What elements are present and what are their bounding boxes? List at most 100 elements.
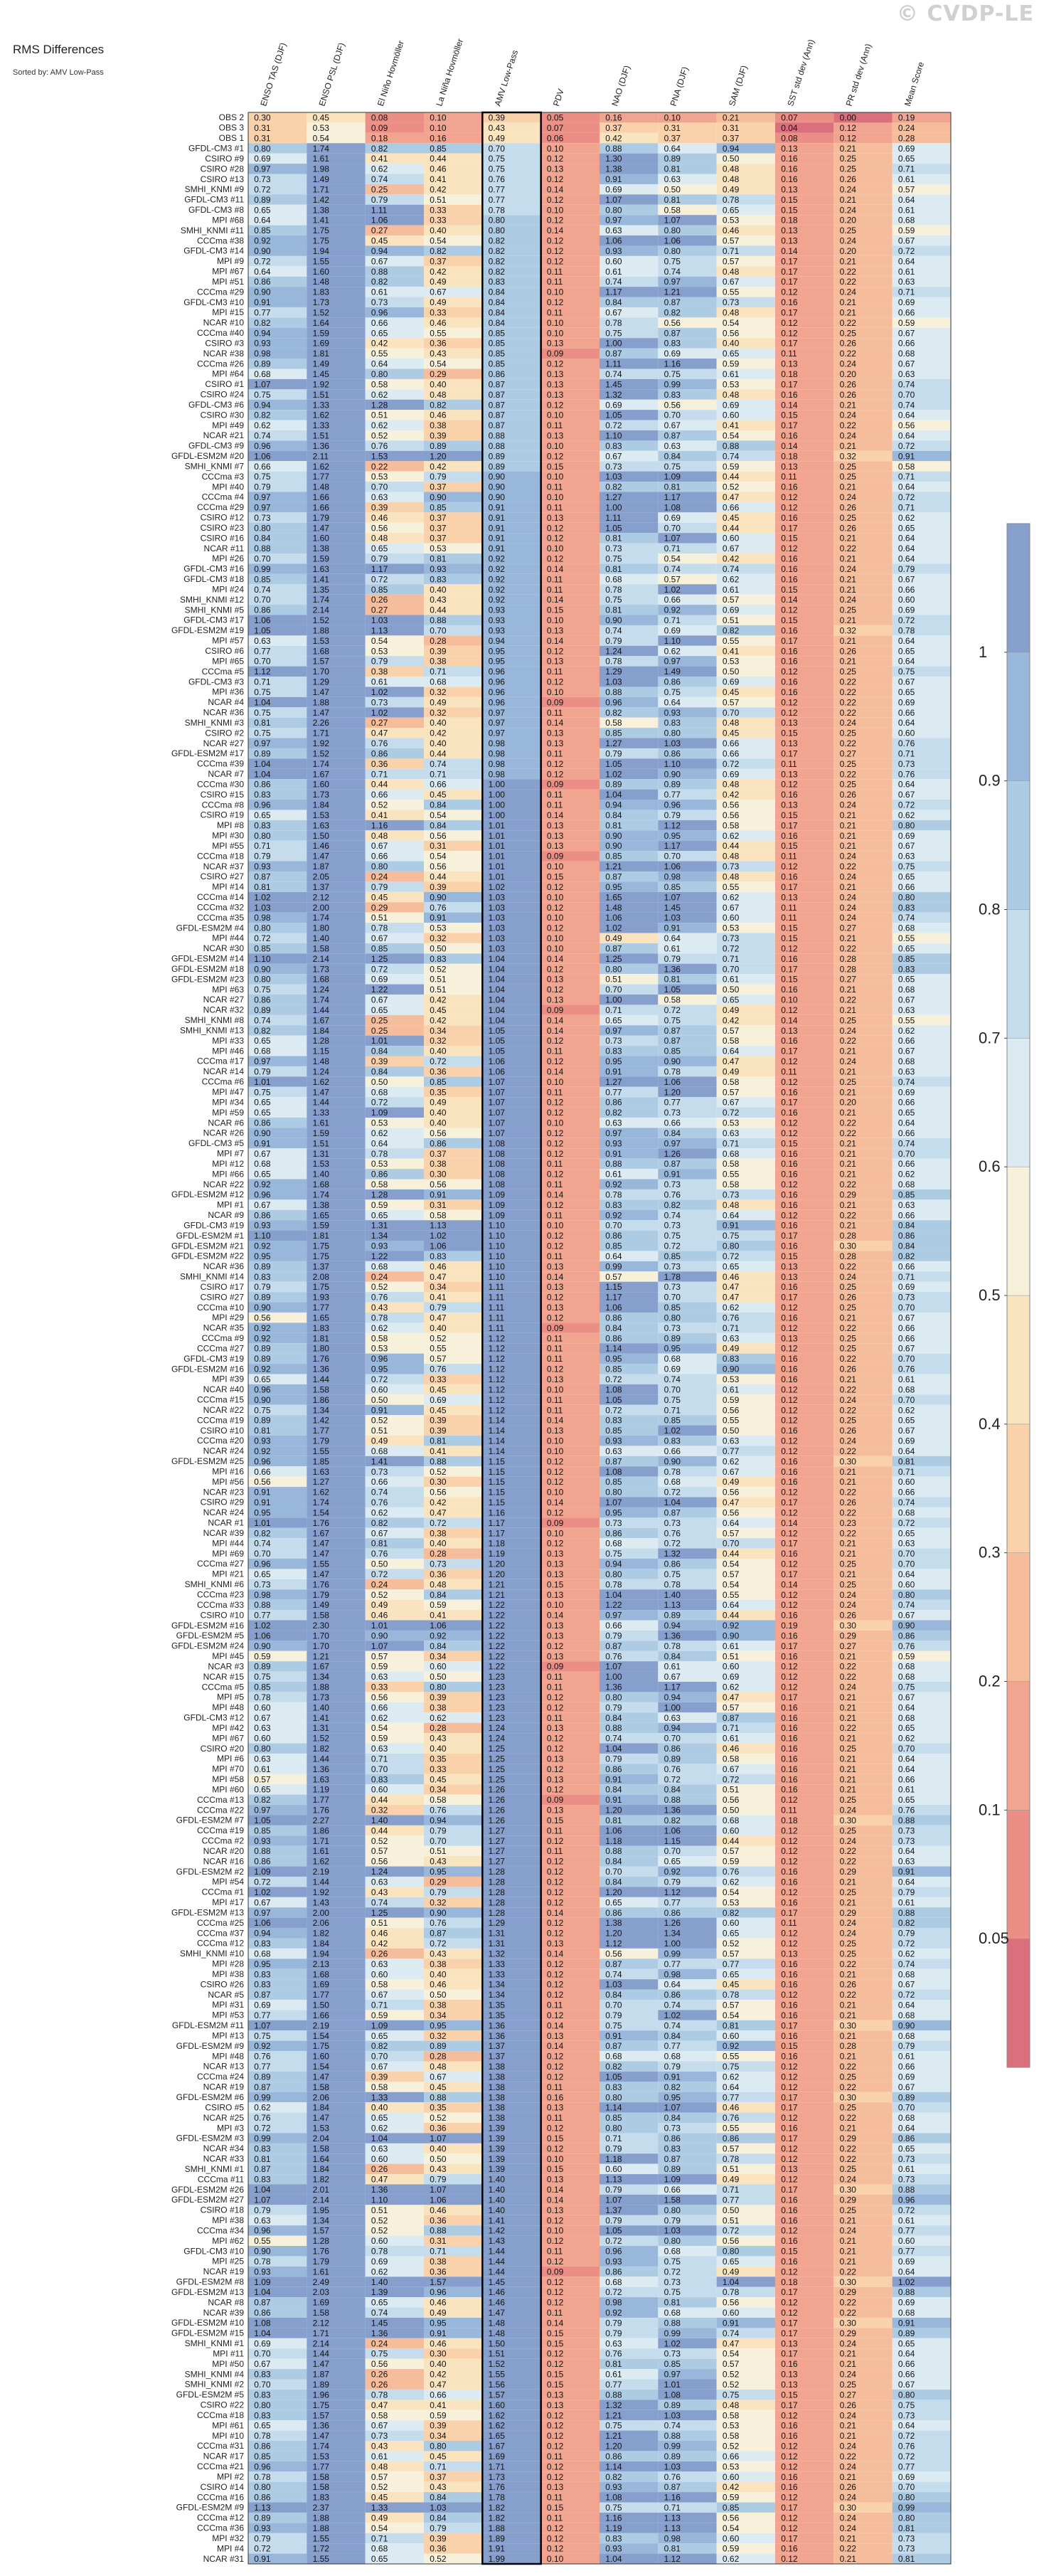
cell-value: 0.92 <box>430 1631 447 1641</box>
cell-value: 0.77 <box>664 1959 681 1969</box>
cell-value: 0.10 <box>547 892 564 902</box>
heatmap-cell <box>424 225 483 236</box>
cell-value: 0.63 <box>898 1857 915 1867</box>
cell-value: 0.97 <box>254 492 271 502</box>
cell-value: 0.12 <box>781 697 798 707</box>
row-label: CSIRO #12 <box>201 513 245 523</box>
row-label: MPI #54 <box>212 1877 244 1887</box>
cell-value: 1.62 <box>313 410 330 420</box>
cell-value: 0.24 <box>840 1929 857 1939</box>
cell-value: 0.86 <box>430 1138 447 1148</box>
cell-value: 0.91 <box>605 1795 622 1805</box>
cell-value: 0.68 <box>664 1354 681 1364</box>
cell-value: 0.85 <box>898 954 915 964</box>
cell-value: 0.87 <box>254 1990 271 2000</box>
cell-value: 0.84 <box>605 1877 622 1887</box>
cell-value: 0.17 <box>781 256 798 266</box>
cell-value: 1.79 <box>313 1590 330 1600</box>
cell-value: 0.50 <box>371 1395 388 1405</box>
cell-value: 0.97 <box>254 738 271 748</box>
cell-value: 0.86 <box>664 677 681 687</box>
row-label: GFDL-CM3 #19 <box>183 1220 244 1230</box>
heatmap-cell <box>365 235 424 246</box>
heatmap-cell <box>540 194 600 205</box>
cell-value: 0.72 <box>898 1990 915 2000</box>
cell-value: 0.12 <box>781 502 798 512</box>
cell-value: 1.07 <box>664 892 681 902</box>
cell-value: 0.09 <box>547 349 564 359</box>
cell-value: 1.80 <box>313 923 330 933</box>
cell-value: 1.12 <box>489 1384 506 1394</box>
cell-value: 0.81 <box>430 1436 447 1446</box>
heatmap-cell <box>424 245 483 256</box>
cell-value: 1.50 <box>313 831 330 841</box>
cell-value: 0.14 <box>547 1611 564 1621</box>
cell-value: 1.36 <box>664 1806 681 1816</box>
row-label: CSIRO #16 <box>201 533 245 543</box>
cell-value: 1.27 <box>605 492 622 502</box>
heatmap-cell <box>775 122 834 133</box>
cell-value: 0.11 <box>781 759 797 769</box>
cell-value: 1.28 <box>313 1036 330 1046</box>
cell-value: 0.25 <box>840 1949 857 1958</box>
cell-value: 1.85 <box>313 1456 330 1466</box>
cell-value: 0.64 <box>664 933 681 943</box>
cell-value: 0.91 <box>898 1867 915 1877</box>
heatmap-cell <box>775 112 834 123</box>
cell-value: 0.57 <box>898 184 915 194</box>
cell-value: 0.49 <box>430 297 447 307</box>
cell-value: 0.71 <box>371 769 388 779</box>
cell-value: 0.80 <box>254 523 271 533</box>
cell-value: 0.12 <box>547 903 564 913</box>
cell-value: 0.96 <box>254 441 271 451</box>
cell-value: 0.10 <box>547 1528 564 1538</box>
row-label: MPI #15 <box>212 307 244 317</box>
cell-value: 0.29 <box>840 1631 857 1641</box>
cell-value: 0.92 <box>254 1323 271 1333</box>
cell-value: 0.89 <box>664 1754 681 1764</box>
cell-value: 0.79 <box>605 2010 622 2020</box>
cell-value: 0.59 <box>371 2010 388 2020</box>
cell-value: 0.09 <box>547 780 564 790</box>
cell-value: 1.47 <box>313 852 330 862</box>
cell-value: 0.56 <box>723 810 740 820</box>
cell-value: 0.78 <box>723 2154 740 2164</box>
cell-value: 1.16 <box>371 820 388 830</box>
cell-value: 0.64 <box>898 431 915 441</box>
cell-value: 0.10 <box>547 2154 564 2164</box>
cell-value: 0.09 <box>547 697 564 707</box>
cell-value: 1.37 <box>489 2041 506 2051</box>
heatmap-cell <box>540 215 600 226</box>
row-label: GFDL-ESM2M #20 <box>171 451 244 461</box>
cell-value: 0.21 <box>840 1170 857 1180</box>
cell-value: 0.46 <box>723 2103 740 2113</box>
cell-value: 1.20 <box>664 1087 681 1097</box>
cell-value: 0.87 <box>605 2041 622 2051</box>
cell-value: 1.53 <box>371 451 388 461</box>
cell-value: 0.17 <box>781 636 798 646</box>
cell-value: 0.48 <box>723 852 740 862</box>
cell-value: 0.92 <box>664 1867 681 1877</box>
cell-value: 0.92 <box>489 574 506 584</box>
cell-value: 0.67 <box>898 574 915 584</box>
cell-value: 1.04 <box>254 697 271 707</box>
cell-value: 0.21 <box>840 1313 857 1323</box>
cell-value: 1.84 <box>313 1026 330 1036</box>
cell-value: 0.21 <box>840 1159 857 1169</box>
cell-value: 0.83 <box>605 1416 622 1426</box>
cell-value: 0.83 <box>430 954 447 964</box>
heatmap-cell <box>833 338 893 349</box>
cell-value: 0.95 <box>254 1507 271 1517</box>
cell-value: 0.11 <box>547 2000 563 2010</box>
cell-value: 0.66 <box>898 1159 915 1169</box>
cell-value: 0.82 <box>723 625 740 635</box>
cell-value: 0.61 <box>898 2052 915 2062</box>
cell-value: 0.41 <box>371 810 388 820</box>
cell-value: 1.25 <box>489 1764 506 1774</box>
cell-value: 0.61 <box>723 1384 740 1394</box>
row-label: NCAR #25 <box>203 2113 245 2123</box>
cell-value: 0.21 <box>840 256 857 266</box>
cell-value: 0.70 <box>254 657 271 667</box>
heatmap-cell <box>658 143 717 154</box>
cell-value: 0.91 <box>489 523 506 533</box>
